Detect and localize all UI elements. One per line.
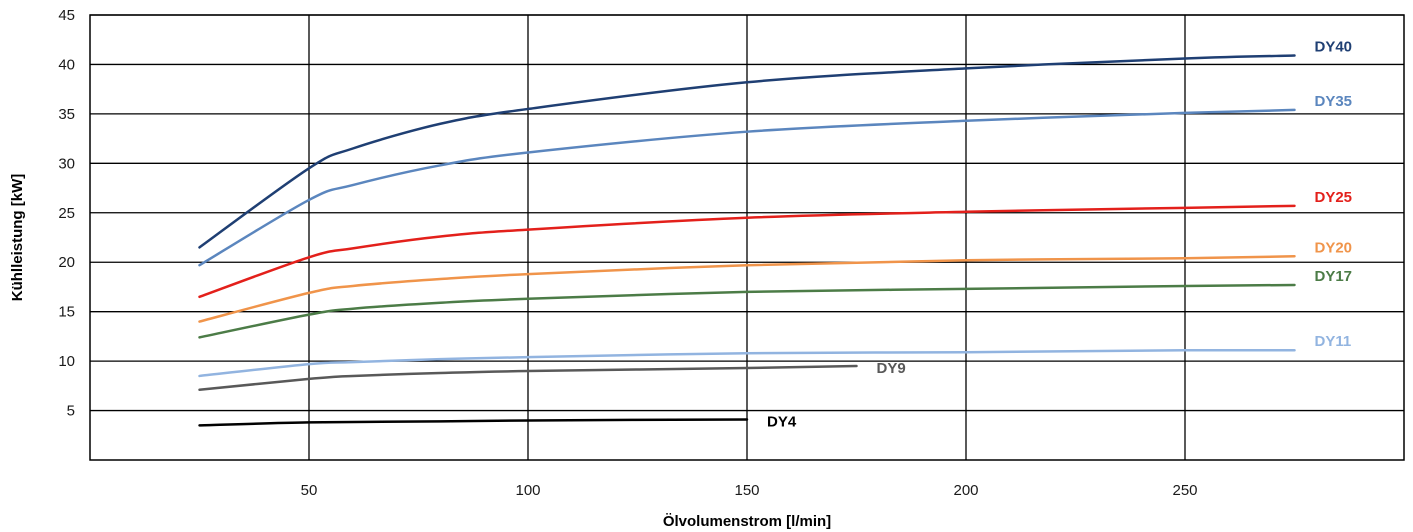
- y-tick-label: 10: [58, 353, 75, 370]
- y-axis-title: Kühlleistung [kW]: [9, 174, 26, 302]
- series-label-dy35: DY35: [1315, 93, 1353, 110]
- series-label-dy11: DY11: [1315, 333, 1352, 350]
- y-tick-label: 35: [58, 106, 75, 123]
- series-label-dy25: DY25: [1315, 189, 1353, 206]
- series-line-dy35: [198, 108, 1296, 267]
- x-axis-title: Ölvolumenstrom [l/min]: [663, 513, 831, 530]
- x-tick-label: 250: [1172, 482, 1197, 499]
- series-label-dy17: DY17: [1315, 268, 1353, 285]
- series-line-dy4: [198, 418, 749, 427]
- series-lines: [198, 54, 1296, 427]
- series-labels: DY40 DY35 DY25 DY20 DY17 DY11 DY9 DY4: [767, 39, 1352, 431]
- plot-frame: [89, 14, 1405, 461]
- series-label-dy9: DY9: [877, 360, 906, 377]
- y-tick-label: 5: [67, 403, 75, 420]
- series-label-dy4: DY4: [767, 413, 797, 430]
- x-tick-label: 100: [515, 482, 540, 499]
- series-line-dy25: [198, 204, 1296, 299]
- x-tick-label: 50: [301, 482, 318, 499]
- y-tick-label: 45: [58, 7, 75, 24]
- series-label-dy20: DY20: [1315, 239, 1353, 256]
- y-tick-label: 30: [58, 155, 75, 172]
- series-line-dy11: [198, 348, 1296, 378]
- grid: [90, 14, 1404, 460]
- x-tick-label: 150: [734, 482, 759, 499]
- series-line-dy17: [198, 283, 1296, 339]
- series-label-dy40: DY40: [1315, 39, 1353, 56]
- y-axis-ticks: 5 10 15 20 25 30 35 40 45: [58, 7, 75, 420]
- x-axis-ticks: 50 100 150 200 250: [301, 482, 1198, 499]
- series-line-dy9: [198, 364, 858, 392]
- series-line-dy20: [198, 255, 1296, 323]
- x-tick-label: 200: [953, 482, 978, 499]
- y-tick-label: 40: [58, 56, 75, 73]
- y-tick-label: 20: [58, 254, 75, 271]
- series-line-dy40: [198, 54, 1296, 249]
- y-tick-label: 15: [58, 304, 75, 321]
- y-tick-label: 25: [58, 205, 75, 222]
